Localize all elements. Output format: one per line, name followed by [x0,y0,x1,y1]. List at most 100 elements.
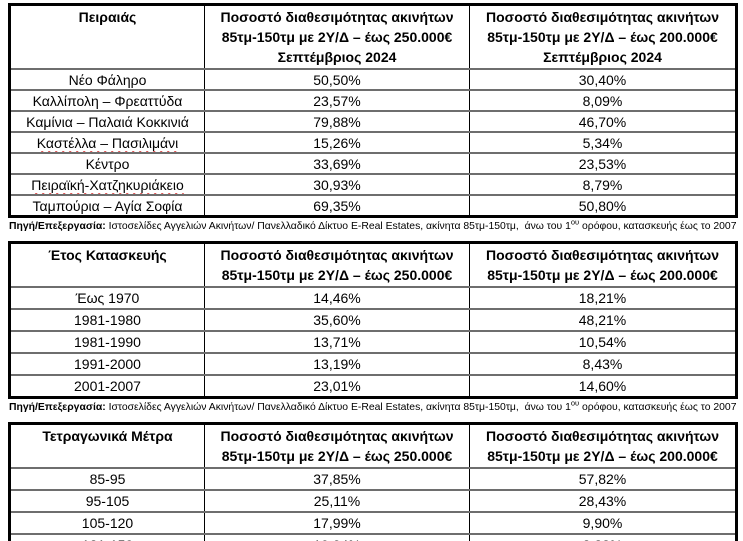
header-line: Ποσοστό διαθεσιμότητας ακινήτων [220,247,454,263]
table-body: Νέο Φάληρο 50,50% 30,40% Καλλίπολη – Φρε… [9,69,737,217]
value-cell-200k: 23,53% [469,153,737,174]
availability-value-200k: 30,40% [578,71,627,88]
table-row: 95-105 25,11% 28,43% [9,490,737,512]
source-note-text: ορόφου, κατασκευής έως το 2007 [579,221,737,232]
header-line: Ποσοστό διαθεσιμότητας ακινήτων [486,428,719,444]
category-label: 85-95 [89,470,126,487]
category-cell: 1981-1980 [9,309,205,331]
table-row: 1981-1980 35,60% 48,21% [9,309,737,331]
table-construction-year-availability: Έτος Κατασκευής Ποσοστό διαθεσιμότητας α… [8,241,738,399]
col-header-200k: Ποσοστό διαθεσιμότητας ακινήτων 85τμ-150… [469,242,737,287]
source-note: Πηγή/Επεξεργασία: Ιστοσελίδες Αγγελιών Α… [9,399,737,414]
value-cell-250k: 30,93% [204,174,470,195]
availability-value-200k: 57,82% [578,470,627,487]
value-cell-250k: 35,60% [204,309,470,331]
value-cell-200k: 8,79% [469,174,737,195]
table-piraeus-availability: Πειραιάς Ποσοστό διαθεσιμότητας ακινήτων… [8,3,738,218]
availability-value-250k: 14,46% [313,289,361,306]
category-label: 121-150 [82,537,133,541]
table-row: Ταμπούρια – Αγία Σοφία 69,35% 50,80% [9,195,737,217]
value-cell-200k: 8,43% [469,353,737,375]
header-line: Ποσοστό διαθεσιμότητας ακινήτων [220,9,454,25]
table-title: Πειραιάς [78,9,137,25]
table-row: 2001-2007 23,01% 14,60% [9,375,737,398]
category-cell: 1991-2000 [9,353,205,375]
value-cell-200k: 9,90% [469,512,737,534]
source-note-text: ορόφου, κατασκευής έως το 2007 [579,402,737,413]
availability-value-250k: 35,60% [313,311,361,328]
availability-value-250k: 23,01% [313,377,361,394]
col-header-250k: Ποσοστό διαθεσιμότητας ακινήτων 85τμ-150… [204,4,470,69]
header-line: 85τμ-150τμ με 2Υ/Δ – έως 250.000€ [221,448,453,464]
value-cell-200k: 18,21% [469,287,737,309]
header-line: Σεπτέμβριος 2024 [277,49,397,65]
category-label: Κέντρο [85,155,130,172]
value-cell-200k: 14,60% [469,375,737,398]
availability-value-200k: 46,70% [578,113,627,130]
category-cell: Καστέλλα – Πασιλιμάνι [9,132,205,153]
category-cell: Καμίνια – Παλαιά Κοκκινιά [9,111,205,132]
availability-value-200k: 23,53% [578,155,627,172]
header-line: 85τμ-150τμ με 2Υ/Δ – έως 200.000€ [487,267,718,283]
category-cell: Καλλίπολη – Φρεαττύδα [9,90,205,111]
availability-value-250k: 69,35% [313,197,361,214]
category-label: Καλλίπολη – Φρεαττύδα [32,92,183,109]
table-row: Καστέλλα – Πασιλιμάνι 15,26% 5,34% [9,132,737,153]
category-label: 1991-2000 [74,355,141,372]
availability-value-250k: 50,50% [313,71,361,88]
table-title: Τετραγωνικά Μέτρα [42,428,173,444]
category-cell: Πειραϊκή-Χατζηκυριάκειο [9,174,205,195]
value-cell-200k: 46,70% [469,111,737,132]
source-note-label: Πηγή/Επεξεργασία: [9,402,106,413]
table-row: 1991-2000 13,19% 8,43% [9,353,737,375]
availability-value-250k: 13,71% [313,333,361,350]
source-note: Πηγή/Επεξεργασία: Ιστοσελίδες Αγγελιών Α… [9,217,737,233]
table-row: 1981-1990 13,71% 10,54% [9,331,737,353]
availability-value-200k: 5,34% [582,134,623,151]
row-header-cell: Τετραγωνικά Μέτρα [9,423,205,468]
header-row: Πειραιάς Ποσοστό διαθεσιμότητας ακινήτων… [9,4,737,69]
category-label: 95-105 [85,492,130,509]
value-cell-250k: 33,69% [204,153,470,174]
value-cell-200k: 3,83% [469,534,737,541]
availability-value-200k: 10,54% [578,333,627,350]
category-label: Πειραϊκή-Χατζηκυριάκειο [31,176,184,193]
value-cell-200k: 57,82% [469,468,737,490]
category-cell: 105-120 [9,512,205,534]
table-row: Καμίνια – Παλαιά Κοκκινιά 79,88% 46,70% [9,111,737,132]
availability-value-200k: 14,60% [578,377,627,394]
table-row: Έως 1970 14,46% 18,21% [9,287,737,309]
value-cell-200k: 10,54% [469,331,737,353]
category-cell: 1981-1990 [9,331,205,353]
availability-value-200k: 8,79% [582,176,623,193]
category-label: 2001-2007 [74,377,141,394]
header-line: 85τμ-150τμ με 2Υ/Δ – έως 200.000€ [487,448,718,464]
col-header-250k: Ποσοστό διαθεσιμότητας ακινήτων 85τμ-150… [204,242,470,287]
header-line: Σεπτέμβριος 2024 [543,49,662,65]
row-header-cell: Έτος Κατασκευής [9,242,205,287]
category-label: 1981-1990 [74,333,141,350]
availability-value-200k: 18,21% [578,289,627,306]
source-note-label: Πηγή/Επεξεργασία: [9,221,106,232]
value-cell-250k: 19,04% [204,534,470,541]
value-cell-250k: 37,85% [204,468,470,490]
availability-value-250k: 25,11% [313,492,361,509]
category-cell: Ταμπούρια – Αγία Σοφία [9,195,205,217]
category-label: Καστέλλα – Πασιλιμάνι [36,134,179,151]
table-row: 85-95 37,85% 57,82% [9,468,737,490]
source-note-text: Ιστοσελίδες Αγγελιών Ακινήτων/ Πανελλαδι… [105,221,571,232]
category-label: Έως 1970 [75,289,140,306]
header-line: 85τμ-150τμ με 2Υ/Δ – έως 250.000€ [221,267,453,283]
availability-value-250k: 23,57% [313,92,361,109]
availability-value-250k: 30,93% [313,176,361,193]
value-cell-250k: 23,01% [204,375,470,398]
availability-value-200k: 48,21% [578,311,627,328]
availability-value-250k: 37,85% [313,470,361,487]
availability-value-250k: 15,26% [313,134,361,151]
availability-value-200k: 3,83% [583,537,623,541]
header-row: Τετραγωνικά Μέτρα Ποσοστό διαθεσιμότητας… [9,423,737,468]
ordinal-superscript: ου [570,217,580,227]
table-body: Έως 1970 14,46% 18,21% 1981-1980 35,60% … [9,287,737,398]
value-cell-250k: 79,88% [204,111,470,132]
